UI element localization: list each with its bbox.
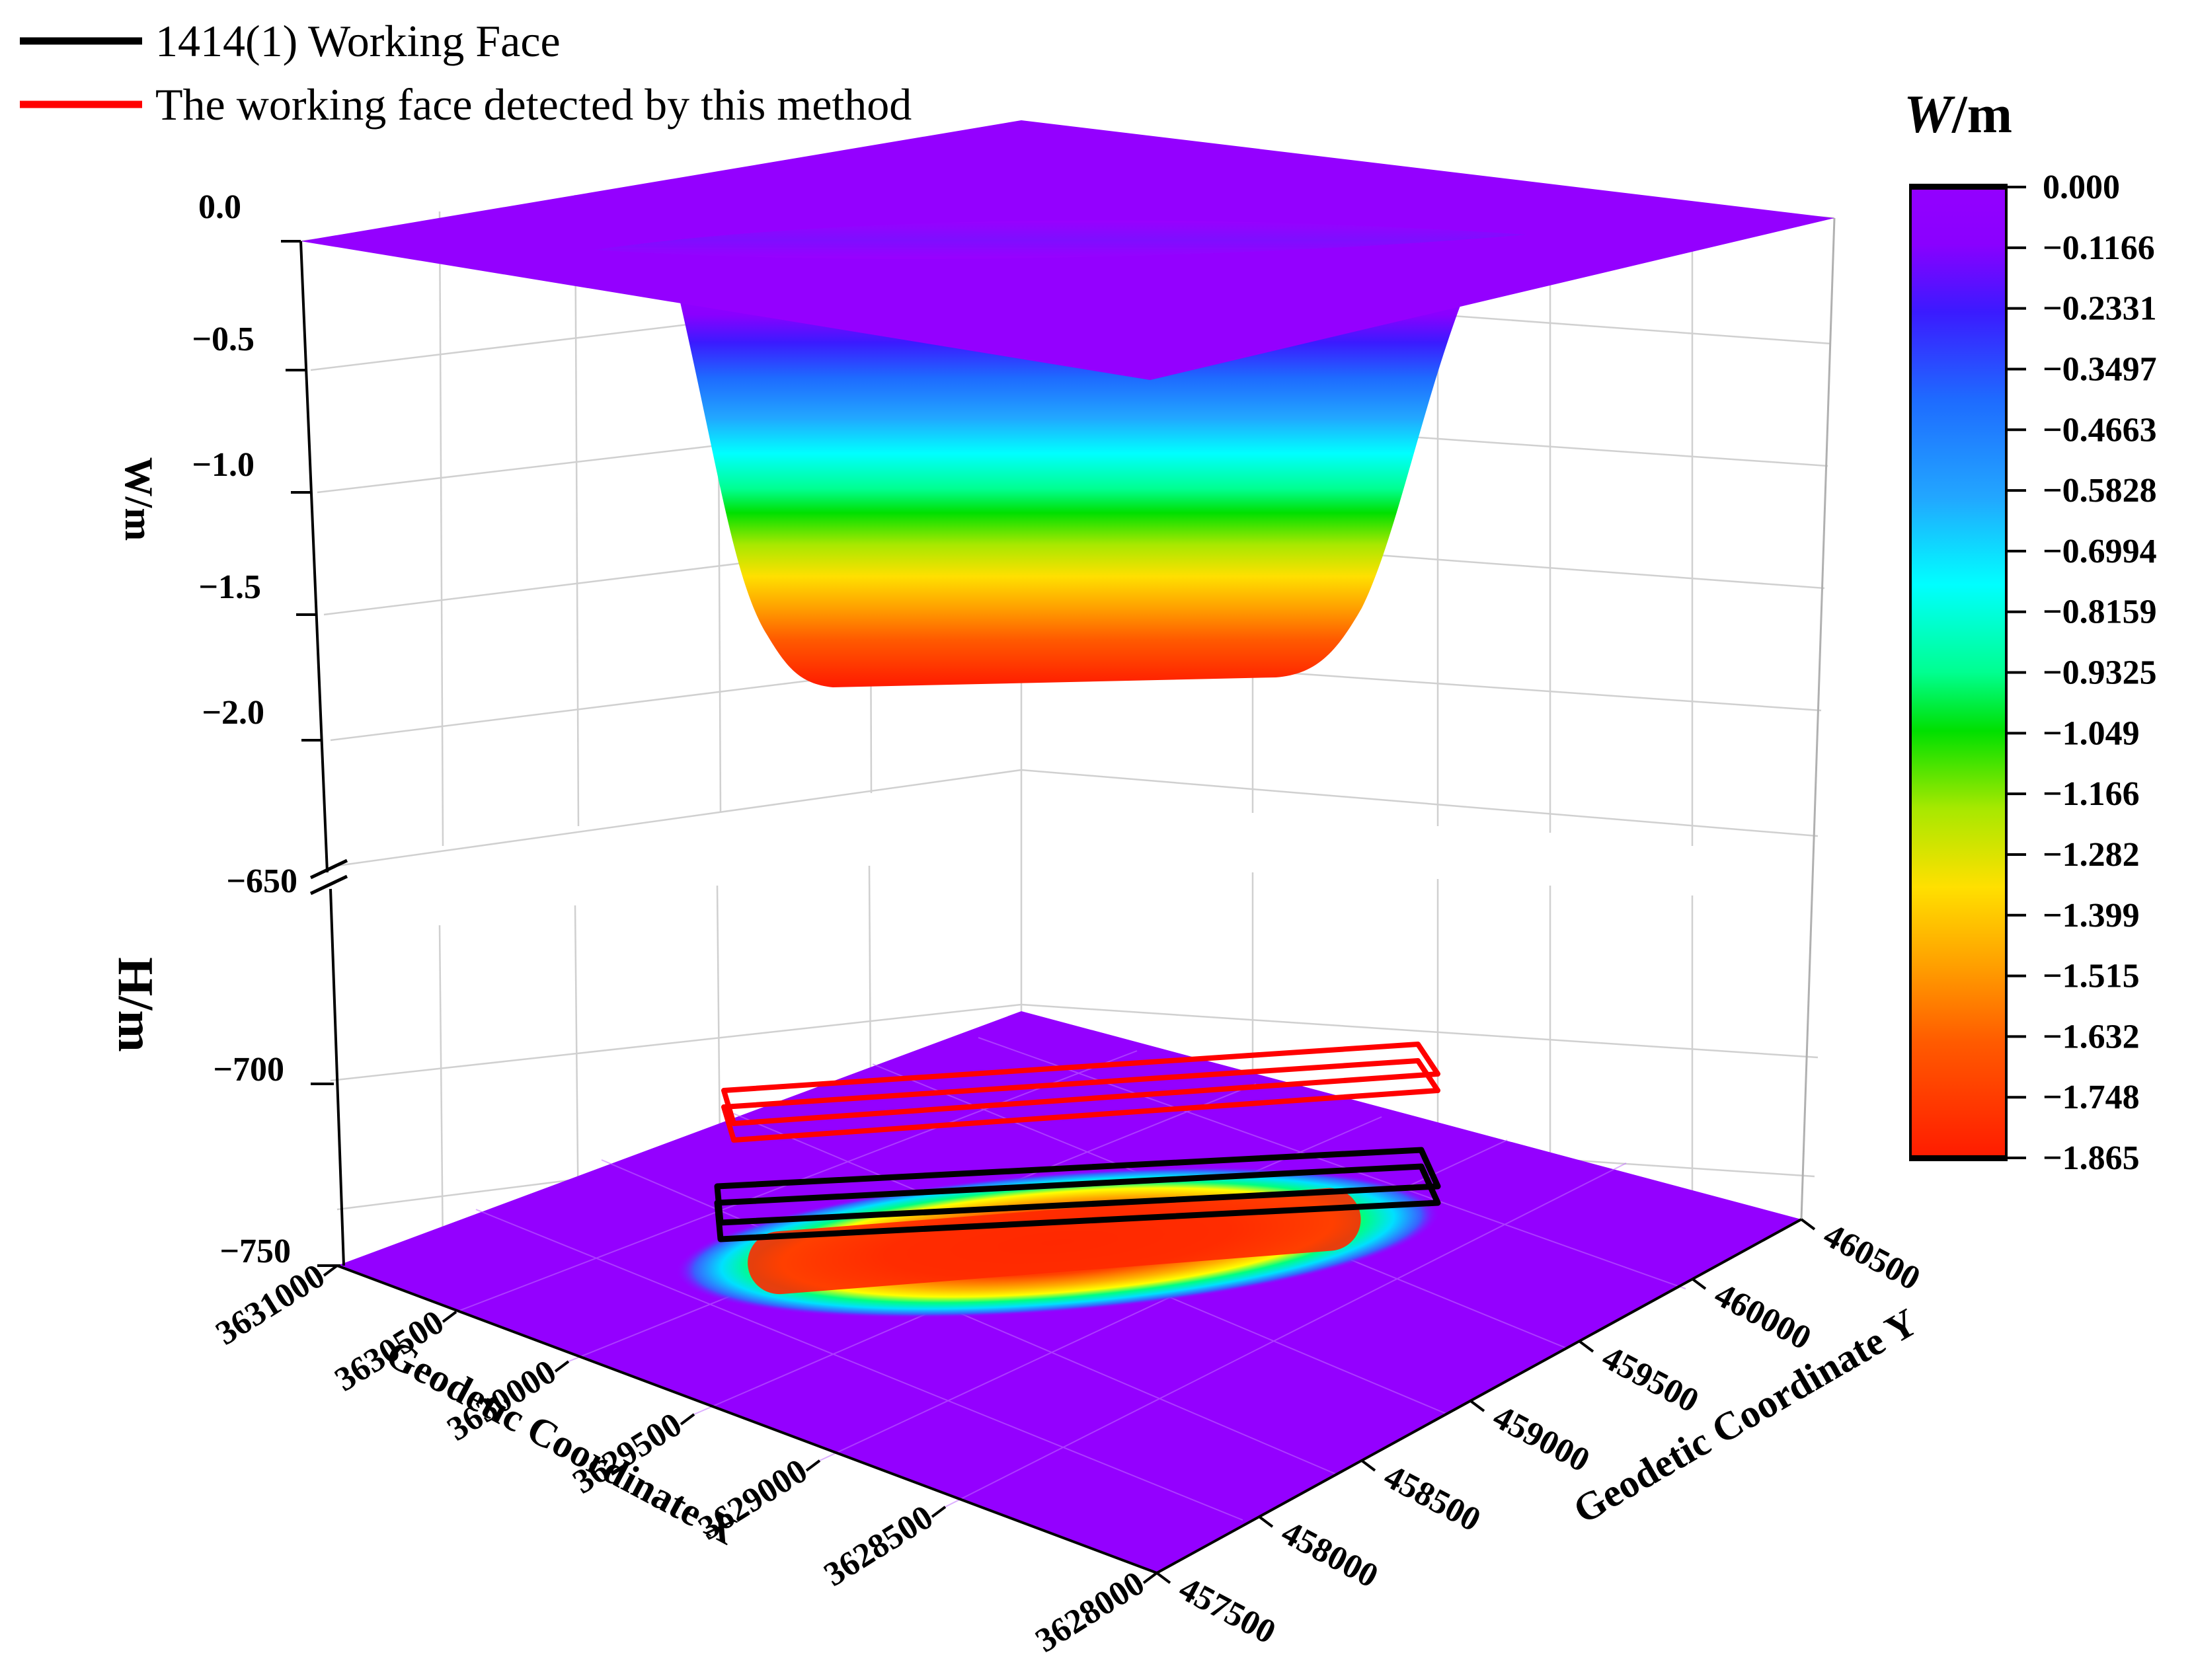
colorbar-tick: −0.4663 <box>2043 411 2157 449</box>
x-tick: 3631000 <box>210 1257 332 1353</box>
z-upper-tickmarks <box>281 240 340 1267</box>
z-tick: −1.0 <box>192 446 255 484</box>
y-axis-line <box>1156 1218 1802 1574</box>
z-upper-axis-title: W/m <box>117 457 161 541</box>
z-tick: −650 <box>226 862 297 900</box>
colorbar-tick: −0.8159 <box>2043 593 2157 631</box>
z-axis-line <box>299 241 329 873</box>
legend: 1414(1) Working Face The working face de… <box>20 16 912 130</box>
colorbar-title: W/m <box>1904 84 2012 144</box>
y-tick: 459000 <box>1487 1398 1595 1480</box>
basin-top-shading <box>595 220 1527 259</box>
working-face-1414-box <box>714 1147 1441 1242</box>
right-edge <box>1800 217 1836 1220</box>
colorbar-tick: −0.9325 <box>2043 654 2157 692</box>
y-tick: 458500 <box>1378 1457 1486 1539</box>
colorbar-tick: −0.3497 <box>2043 350 2157 388</box>
colorbar-tick: −1.282 <box>2043 836 2140 874</box>
colorbar-tick: −0.1166 <box>2043 229 2155 267</box>
colorbar-tick: −0.2331 <box>2043 290 2157 328</box>
colorbar-tick: −1.865 <box>2043 1139 2140 1177</box>
y-axis-title: Geodetic Coordinate Y <box>1566 1300 1924 1532</box>
z-tick: −2.0 <box>202 694 264 732</box>
colorbar-tick: −1.748 <box>2043 1079 2140 1116</box>
colorbar-tick: −1.632 <box>2043 1018 2140 1055</box>
colorbar-tick: −1.166 <box>2043 775 2140 813</box>
y-tick: 460500 <box>1817 1216 1926 1298</box>
y-tick: 460000 <box>1708 1276 1817 1357</box>
subsidence-basin-surface <box>678 291 1461 687</box>
z-upper-ticks: 0.0 −0.5 −1.0 −1.5 −2.0 <box>192 188 264 732</box>
legend-label-known: 1414(1) Working Face <box>155 16 561 66</box>
z-axis-lower-line <box>329 888 345 1266</box>
z-tick: −750 <box>219 1233 291 1270</box>
colorbar-tick: −1.399 <box>2043 897 2140 935</box>
colorbar-tick: −1.049 <box>2043 714 2140 752</box>
colorbar: W/m 0.000 −0.1166 −0.2331 −0.3497 −0.4663 −0.… <box>1904 84 2157 1177</box>
colorbar-tick: −1.515 <box>2043 958 2140 995</box>
colorbar-tick: −0.5828 <box>2043 472 2157 510</box>
z-tick: −700 <box>213 1051 284 1088</box>
colorbar-title-unit: /m <box>1951 84 2012 144</box>
z-lower-axis-title: H/m <box>108 957 163 1052</box>
y-tick: 457500 <box>1173 1570 1281 1652</box>
colorbar-fill <box>1909 184 2008 1161</box>
colorbar-title-var: W <box>1904 84 1955 144</box>
colorbar-tick: −0.6994 <box>2043 533 2157 570</box>
axis-break-mark <box>309 859 348 896</box>
detected-working-face-box <box>721 1042 1440 1143</box>
z-tick: 0.0 <box>198 188 241 226</box>
x-axis-line <box>336 1264 1157 1574</box>
z-tick: −1.5 <box>198 568 261 606</box>
legend-label-detected: The working face detected by this method <box>155 79 912 130</box>
z-lower-ticks: −650 −700 −750 <box>213 862 297 1270</box>
x-tick: 3628500 <box>818 1498 940 1594</box>
y-ticks <box>1156 1218 1816 1584</box>
x-tick: 3628000 <box>1029 1564 1152 1660</box>
y-tick: 459500 <box>1596 1338 1704 1420</box>
x-ticks <box>323 1264 1158 1584</box>
y-tick: 458000 <box>1275 1513 1384 1595</box>
z-tick: −0.5 <box>192 321 255 358</box>
colorbar-tick: 0.000 <box>2043 169 2120 206</box>
